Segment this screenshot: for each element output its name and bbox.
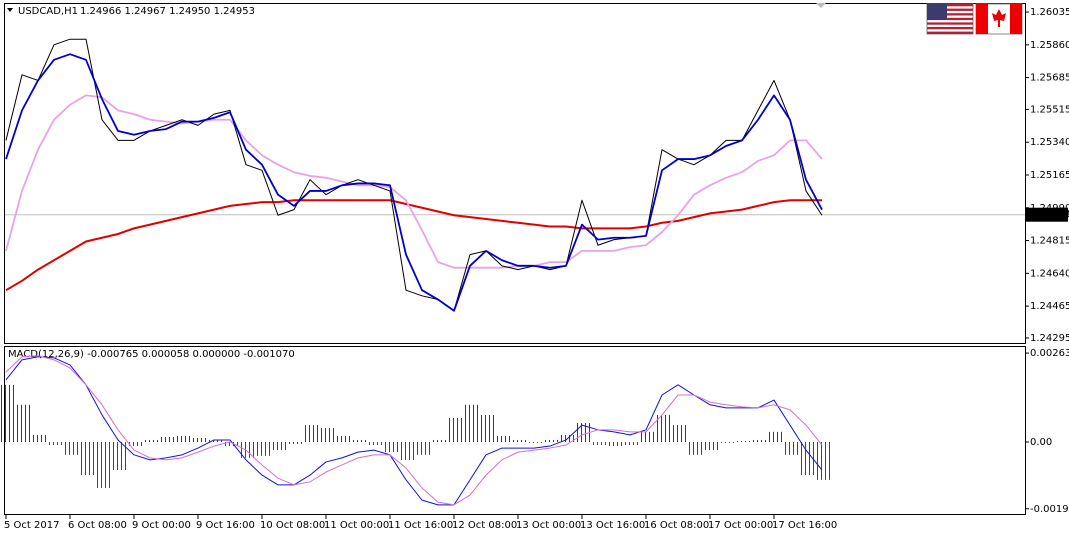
x-tick-label: 17 Oct 16:00 [772, 520, 837, 531]
y-tick-label: 1.24815 [1030, 236, 1069, 247]
histogram-bar [638, 431, 654, 442]
histogram-bar [62, 441, 78, 455]
histogram-bar [158, 436, 174, 442]
y-tick-label: 1.24295 [1030, 333, 1069, 344]
us-flag [926, 3, 974, 35]
histogram-bar [750, 439, 766, 442]
y-tick-label: 1.25685 [1030, 73, 1069, 84]
y-tick-label: 0.00263 [1030, 348, 1069, 359]
price-panel-frame [4, 3, 1026, 344]
histogram-bar [606, 441, 622, 447]
series-line [5, 94, 823, 269]
histogram-bar [382, 441, 398, 453]
series-line [5, 38, 823, 312]
histogram-bar [766, 431, 782, 442]
histogram-bar [702, 441, 718, 451]
histogram-bar [798, 441, 814, 476]
histogram-bar [414, 441, 430, 455]
histogram-bar [350, 439, 366, 442]
canada-flag [975, 3, 1023, 35]
y-tick-label: 1.25165 [1030, 170, 1069, 181]
x-tick-label: 11 Oct 00:00 [324, 520, 389, 531]
histogram-bar [446, 417, 462, 442]
histogram-bar [94, 441, 110, 488]
histogram-bar [494, 435, 510, 442]
histogram-bar [622, 441, 638, 446]
x-tick-label: 17 Oct 00:00 [708, 520, 773, 531]
histogram-bar [526, 441, 542, 443]
menu-arrow[interactable] [7, 8, 13, 12]
y-tick-label: 1.24640 [1030, 268, 1069, 279]
histogram-bar [462, 404, 478, 442]
histogram-bar [510, 439, 526, 442]
histogram-bar [30, 434, 46, 442]
histogram-bar [590, 441, 606, 446]
histogram-bar [302, 425, 318, 442]
symbol: USDCAD,H1 [18, 6, 78, 17]
histogram-bar [718, 441, 734, 443]
histogram-bar [110, 441, 126, 471]
histogram-bar [142, 439, 158, 442]
y-tick-label: 0.00 [1030, 437, 1052, 448]
last-price-box [1026, 207, 1068, 222]
histogram-bar [206, 439, 222, 442]
x-tick-label: 5 Oct 2017 [4, 520, 59, 531]
histogram-bar [670, 425, 686, 442]
histogram-bar [222, 441, 238, 447]
y-tick-label: 1.25515 [1030, 104, 1069, 115]
histogram-bar [254, 441, 270, 456]
histogram-bar [430, 439, 446, 442]
histogram-bar [366, 441, 382, 446]
histogram-bar [398, 441, 414, 460]
histogram-bar [654, 414, 670, 442]
histogram-bar [14, 404, 30, 442]
histogram-bar [190, 437, 206, 442]
series-line [5, 53, 823, 312]
last-price-label: 1.24953 [1029, 210, 1069, 221]
quote: 1.24966 1.24967 1.24950 1.24953 [80, 6, 255, 17]
x-tick-label: 16 Oct 08:00 [644, 520, 709, 531]
series-line [5, 355, 823, 506]
histogram-bar [334, 435, 350, 442]
histogram-bar [558, 434, 574, 442]
x-tick-label: 9 Oct 16:00 [196, 520, 255, 531]
y-tick-label: 1.24465 [1030, 301, 1069, 312]
histogram-bar [686, 441, 702, 455]
histogram-bar [318, 428, 334, 442]
y-tick-label: 1.26035 [1030, 7, 1069, 18]
y-tick-label: -0.001976 [1030, 504, 1069, 515]
histogram-bar [286, 441, 302, 445]
histogram-bar [734, 440, 750, 442]
histogram-bar [270, 441, 286, 451]
x-tick-label: 10 Oct 08:00 [260, 520, 325, 531]
histogram-bar [574, 423, 590, 442]
series-line [5, 356, 823, 506]
histogram-bar [78, 441, 94, 476]
histogram-bar [126, 441, 142, 447]
x-tick-label: 13 Oct 16:00 [580, 520, 645, 531]
macd-title: MACD(12,26,9) -0.000765 0.000058 0.00000… [8, 349, 295, 360]
x-tick-label: 11 Oct 16:00 [388, 520, 453, 531]
shift-marker [816, 3, 826, 8]
x-tick-label: 13 Oct 00:00 [516, 520, 581, 531]
histogram-bar [478, 414, 494, 442]
histogram-bar [782, 441, 798, 455]
histogram-bar [174, 435, 190, 442]
x-tick-label: 12 Oct 08:00 [452, 520, 517, 531]
histogram-bar [0, 384, 14, 442]
y-tick-label: 1.25860 [1030, 40, 1069, 51]
x-tick-label: 6 Oct 08:00 [68, 520, 127, 531]
series-line [5, 199, 822, 292]
y-tick-label: 1.25340 [1030, 137, 1069, 148]
histogram-bar [814, 441, 830, 480]
histogram-bar [46, 441, 62, 446]
histogram-bar [542, 439, 558, 442]
x-tick-label: 9 Oct 00:00 [132, 520, 191, 531]
